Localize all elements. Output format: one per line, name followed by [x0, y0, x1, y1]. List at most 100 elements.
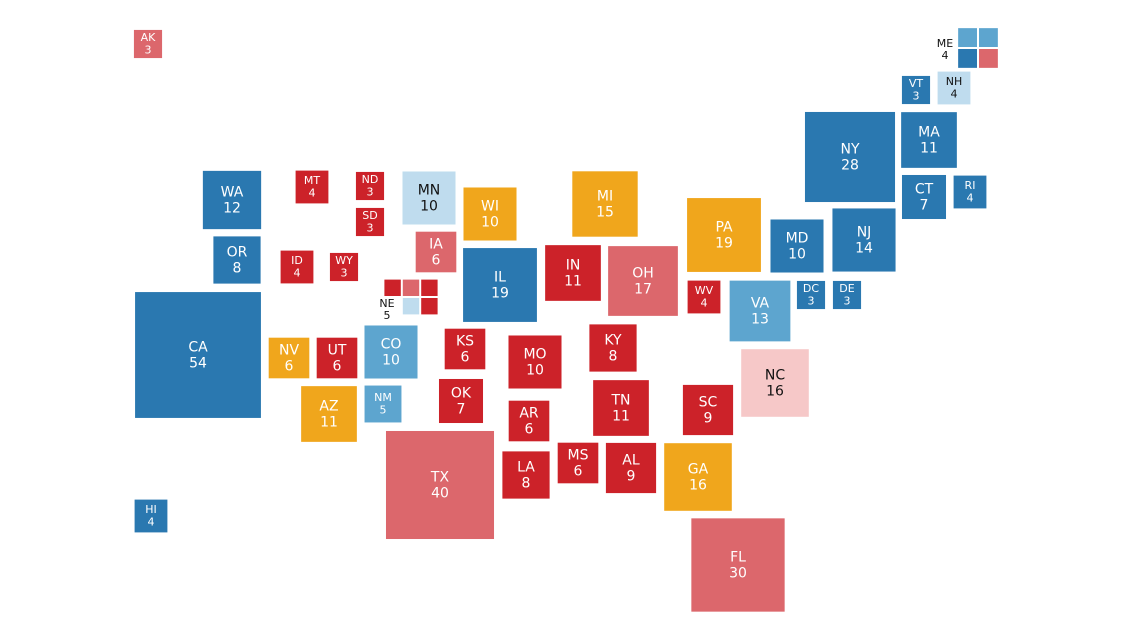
state: ID4	[280, 250, 314, 284]
district-square	[402, 298, 420, 315]
state-square	[316, 337, 358, 379]
state: OK7	[438, 378, 484, 424]
state-square	[280, 250, 314, 284]
state-name: NH	[946, 75, 963, 88]
state-name: OK	[451, 385, 472, 401]
state-name: HI	[145, 503, 157, 516]
state-square	[691, 518, 785, 612]
state-square	[364, 325, 418, 379]
state-square	[213, 236, 261, 284]
state-name: ID	[291, 254, 303, 267]
state-square	[804, 111, 896, 203]
state-votes: 11	[320, 414, 338, 430]
state-square	[355, 171, 385, 201]
state-name: DC	[803, 282, 819, 295]
state-votes: 17	[634, 281, 652, 297]
state-votes: 11	[564, 273, 582, 289]
state-votes: 14	[855, 240, 873, 256]
state: DC3	[796, 280, 826, 310]
state-name: CA	[188, 339, 208, 355]
state-name: AR	[519, 405, 539, 421]
state-votes: 16	[766, 383, 784, 399]
district-square	[421, 279, 438, 296]
state-name: MD	[786, 230, 809, 246]
state-name: SC	[699, 394, 718, 410]
state-square	[664, 443, 732, 511]
state-square	[901, 174, 947, 220]
state-square	[508, 400, 550, 442]
state: WY3	[329, 252, 359, 282]
state-votes: 30	[729, 565, 747, 581]
state: NH4	[937, 71, 971, 105]
state-name: SD	[362, 209, 377, 222]
state-name: RI	[965, 179, 976, 192]
district-square	[421, 298, 438, 315]
state-name: WA	[221, 184, 244, 200]
state: WV4	[687, 280, 721, 314]
state-name: NJ	[857, 224, 872, 240]
state-name: GA	[688, 461, 709, 477]
district-square	[384, 279, 401, 296]
state-square	[438, 378, 484, 424]
state-votes: 9	[704, 410, 713, 426]
state-votes: 6	[574, 463, 583, 479]
state: CT7	[901, 174, 947, 220]
state-name: TN	[610, 392, 630, 408]
state-votes: 16	[689, 477, 707, 493]
state-votes: 11	[612, 408, 630, 424]
state-votes: 5	[384, 309, 391, 322]
state-name: IL	[494, 269, 506, 285]
state-square	[557, 442, 599, 484]
state-square	[502, 451, 550, 499]
state-votes: 40	[431, 485, 449, 501]
state-votes: 4	[294, 267, 301, 280]
state-votes: 3	[367, 186, 374, 199]
state: OR8	[213, 236, 261, 284]
state-votes: 6	[461, 349, 470, 365]
state-votes: 3	[145, 44, 152, 57]
state-votes: 10	[382, 352, 400, 368]
state-name: NM	[374, 391, 392, 404]
state: ME4	[937, 28, 998, 68]
state-name: NV	[279, 342, 299, 358]
state-name: MO	[523, 346, 546, 362]
district-square	[958, 49, 977, 68]
state: ND3	[355, 171, 385, 201]
state-name: KS	[456, 333, 474, 349]
state: SD3	[355, 207, 385, 237]
state: AK3	[133, 29, 163, 59]
state-votes: 12	[223, 200, 241, 216]
state-name: MT	[304, 174, 320, 187]
state-name: AL	[622, 452, 640, 468]
state-votes: 8	[609, 348, 618, 364]
state: IA6	[415, 231, 457, 273]
state: NM5	[364, 385, 402, 423]
state: AR6	[508, 400, 550, 442]
state-square	[741, 349, 809, 417]
state-square	[133, 29, 163, 59]
state-votes: 3	[844, 295, 851, 308]
state-name: MN	[418, 182, 441, 198]
state-square	[508, 335, 562, 389]
state-name: NE	[379, 297, 394, 310]
state-votes: 6	[285, 358, 294, 374]
state-square	[937, 71, 971, 105]
state-votes: 4	[967, 192, 974, 205]
state-square	[953, 175, 987, 209]
state-name: WY	[335, 254, 353, 267]
state-votes: 5	[380, 404, 387, 417]
state-square	[463, 187, 517, 241]
state-votes: 19	[715, 235, 733, 251]
state: AL9	[605, 442, 657, 494]
state: SC9	[682, 384, 734, 436]
state-name: NC	[765, 367, 785, 383]
state-square	[593, 380, 649, 436]
state-name: IA	[429, 236, 443, 252]
state: RI4	[953, 175, 987, 209]
state-name: IN	[566, 257, 581, 273]
